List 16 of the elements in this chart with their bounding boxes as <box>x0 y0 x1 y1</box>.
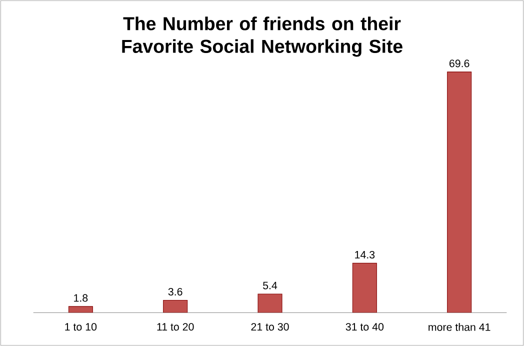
x-tick-label: 31 to 40 <box>346 323 384 331</box>
bar <box>447 72 472 313</box>
data-label: 1.8 <box>74 294 88 302</box>
bar <box>68 306 93 313</box>
data-label: 5.4 <box>263 282 278 290</box>
chart-title: The Number of friends on their Favorite Social Networking Site <box>122 16 402 57</box>
x-tick-label: 21 to 30 <box>251 323 289 331</box>
data-label: 3.6 <box>168 288 182 296</box>
bar <box>163 300 188 313</box>
x-tick-label: 1 to 10 <box>65 323 97 331</box>
data-label: 14.3 <box>355 250 375 258</box>
data-label: 69.6 <box>450 60 470 68</box>
x-tick-label: 11 to 20 <box>157 323 194 331</box>
bar <box>258 294 282 313</box>
bar <box>352 262 377 313</box>
x-tick-label: more than 41 <box>428 323 490 331</box>
